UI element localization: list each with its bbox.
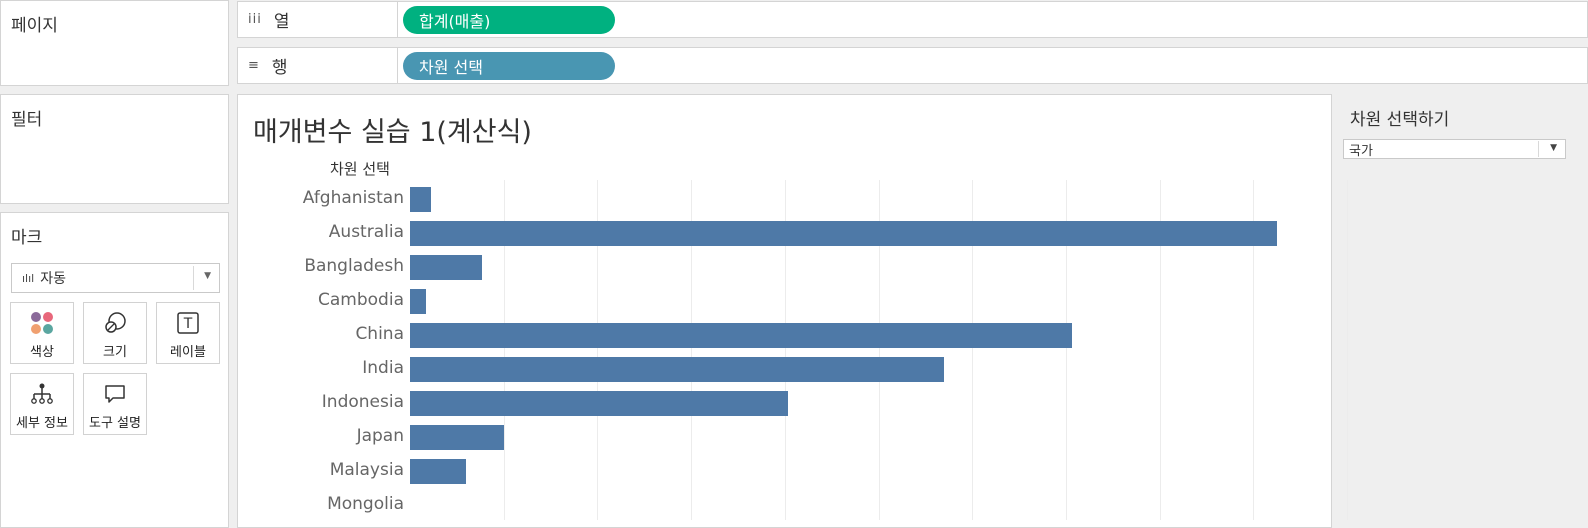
color-button-label: 색상 <box>30 345 54 360</box>
gridline <box>597 180 598 520</box>
row-label: China <box>355 324 404 344</box>
bar-chart-icon: ılıl <box>22 271 35 285</box>
bar[interactable] <box>410 459 466 484</box>
row-label: Japan <box>356 426 404 446</box>
columns-shelf-label: iii 열 <box>238 2 398 37</box>
svg-text:T: T <box>183 316 193 332</box>
gridline <box>972 180 973 520</box>
row-label: Cambodia <box>318 290 404 310</box>
pages-panel-title: 페이지 <box>11 16 58 36</box>
row-label: Bangladesh <box>304 256 404 276</box>
chevron-down-icon: ▼ <box>204 271 211 281</box>
rows-shelf-label: ≡ 행 <box>238 48 398 83</box>
mark-type-dropdown[interactable]: ılıl 자동 ▼ <box>11 263 220 293</box>
hierarchy-icon <box>31 383 53 404</box>
gridline <box>785 180 786 520</box>
dropdown-separator <box>1538 141 1539 157</box>
viz-panel[interactable]: 매개변수 실습 1(계산식) 차원 선택 Afghanistan Australi… <box>237 94 1348 528</box>
gridline <box>504 180 505 520</box>
color-button[interactable]: 색상 <box>10 302 74 364</box>
size-button[interactable]: 크기 <box>83 302 147 364</box>
bar[interactable] <box>410 391 788 416</box>
gridline <box>879 180 880 520</box>
label-button[interactable]: T 레이블 <box>156 302 220 364</box>
bar[interactable] <box>410 255 482 280</box>
bar[interactable] <box>410 425 504 450</box>
chevron-down-icon: ▼ <box>1550 143 1557 153</box>
gridline <box>1253 180 1254 520</box>
bar[interactable] <box>410 187 431 212</box>
pages-panel[interactable]: 페이지 <box>0 0 229 86</box>
parameter-dropdown[interactable]: 국가 ▼ <box>1343 139 1566 159</box>
size-button-label: 크기 <box>103 345 127 360</box>
tooltip-button[interactable]: 도구 설명 <box>83 373 147 435</box>
size-icon <box>105 312 126 333</box>
row-label: Indonesia <box>321 392 404 412</box>
bar[interactable] <box>410 357 944 382</box>
bar-chart[interactable]: Afghanistan Australia Bangladesh Cambodia Ch… <box>238 95 1348 527</box>
rows-shelf[interactable]: ≡ 행 차원 선택 <box>237 47 1588 84</box>
rows-label-text: 행 <box>271 58 288 78</box>
measure-pill-sum-sales[interactable]: 합계(매출) <box>403 6 615 34</box>
parameter-value: 국가 <box>1349 143 1373 159</box>
tooltip-button-label: 도구 설명 <box>89 416 141 431</box>
gridline <box>1066 180 1067 520</box>
row-header-label: 차원 선택 <box>330 160 390 178</box>
row-label: Afghanistan <box>302 188 404 208</box>
detail-button[interactable]: 세부 정보 <box>10 373 74 435</box>
row-label: Malaysia <box>329 460 404 480</box>
bar[interactable] <box>410 221 1277 246</box>
columns-label-text: 열 <box>273 12 290 32</box>
columns-shelf[interactable]: iii 열 합계(매출) <box>237 1 1588 38</box>
chart-title: 매개변수 실습 1(계산식) <box>253 117 532 148</box>
label-button-label: 레이블 <box>170 345 206 360</box>
text-label-icon: T <box>177 312 199 334</box>
gridline <box>1160 180 1161 520</box>
row-label: India <box>362 358 404 378</box>
bar[interactable] <box>410 289 426 314</box>
mark-type-value: 자동 <box>40 271 66 287</box>
rows-icon: ≡ <box>248 58 260 73</box>
row-label: Mongolia <box>327 494 404 514</box>
dimension-pill-select[interactable]: 차원 선택 <box>403 52 615 80</box>
dropdown-separator <box>193 266 194 290</box>
gridline <box>1347 180 1348 520</box>
marks-panel[interactable]: 마크 ılıl 자동 ▼ 색상 크기 T 레이블 <box>0 212 229 528</box>
color-icon <box>31 312 53 334</box>
row-label: Australia <box>328 222 404 242</box>
marks-panel-title: 마크 <box>11 228 43 248</box>
detail-button-label: 세부 정보 <box>16 416 68 431</box>
gridline <box>691 180 692 520</box>
columns-icon: iii <box>248 12 262 27</box>
speech-bubble-icon <box>105 385 125 403</box>
filters-panel-title: 필터 <box>11 110 43 130</box>
parameter-title: 차원 선택하기 <box>1350 110 1450 130</box>
bar[interactable] <box>410 323 1072 348</box>
filters-panel[interactable]: 필터 <box>0 94 229 204</box>
